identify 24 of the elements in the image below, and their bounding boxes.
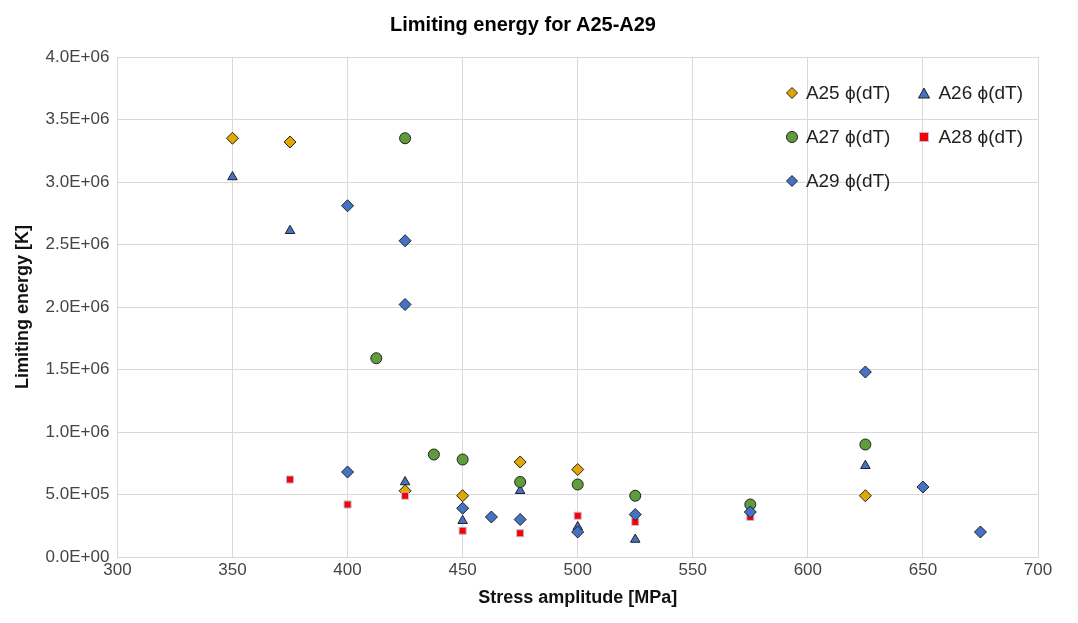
y-axis-title: Limiting energy [K] <box>11 224 32 390</box>
x-tick-label: 500 <box>563 559 592 579</box>
legend-label: A26 ϕ(dT) <box>938 82 1023 104</box>
legend-label: A25 ϕ(dT) <box>805 82 891 104</box>
y-tick-label: 4.0E+06 <box>45 46 110 66</box>
y-tick-label: 5.0E+05 <box>45 484 110 504</box>
x-tick-label: 700 <box>1023 559 1053 579</box>
y-tick-label: 2.0E+06 <box>45 296 110 316</box>
y-tick-label: 3.5E+06 <box>45 109 110 129</box>
x-tick-label: 450 <box>448 559 477 579</box>
x-tick-label: 350 <box>218 559 247 579</box>
y-tick-label: 3.0E+06 <box>45 171 110 191</box>
x-tick-label: 600 <box>793 559 823 579</box>
legend-label: A28 ϕ(dT) <box>938 126 1023 148</box>
x-tick-label: 400 <box>333 559 362 579</box>
legend-label: A27 ϕ(dT) <box>805 126 891 148</box>
y-tick-label: 2.5E+06 <box>45 234 110 254</box>
chart-title: Limiting energy for A25-A29 <box>390 12 656 35</box>
y-tick-label: 1.0E+06 <box>45 421 110 441</box>
x-tick-label: 650 <box>908 559 938 579</box>
legend-label: A29 ϕ(dT) <box>805 170 891 192</box>
x-tick-label: 550 <box>678 559 707 579</box>
x-axis-title: Stress amplitude [MPa] <box>478 587 678 608</box>
y-tick-label: 1.5E+06 <box>45 359 110 379</box>
